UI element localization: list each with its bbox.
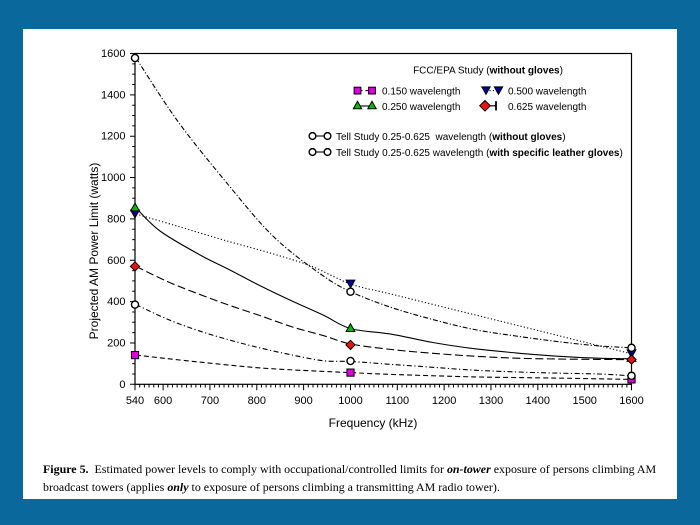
svg-text:1600: 1600 — [619, 395, 643, 407]
svg-text:1600: 1600 — [101, 48, 125, 60]
svg-text:600: 600 — [154, 395, 172, 407]
svg-text:1400: 1400 — [526, 395, 550, 407]
svg-text:Tell Study 0.25-0.625 wavelen: Tell Study 0.25-0.625 wavelength (withou… — [336, 132, 566, 143]
svg-text:1200: 1200 — [101, 131, 125, 143]
svg-text:Projected AM Power Limit (watt: Projected AM Power Limit (watts) — [87, 163, 101, 340]
svg-text:1200: 1200 — [432, 395, 456, 407]
svg-text:1000: 1000 — [338, 395, 362, 407]
svg-text:800: 800 — [107, 213, 125, 225]
svg-text:Frequency (kHz): Frequency (kHz) — [329, 416, 418, 430]
svg-text:1100: 1100 — [385, 395, 409, 407]
svg-text:0.150 wavelength: 0.150 wavelength — [382, 87, 460, 98]
svg-text:700: 700 — [201, 395, 219, 407]
svg-text:1300: 1300 — [479, 395, 503, 407]
svg-text:1000: 1000 — [101, 172, 125, 184]
svg-text:200: 200 — [107, 337, 125, 349]
svg-text:0: 0 — [119, 379, 125, 391]
svg-text:540: 540 — [126, 395, 144, 407]
svg-text:600: 600 — [107, 255, 125, 267]
svg-text:400: 400 — [107, 296, 125, 308]
svg-text:800: 800 — [248, 395, 266, 407]
svg-text:0.500 wavelength: 0.500 wavelength — [508, 87, 586, 98]
svg-text:Tell Study 0.25-0.625 waveleng: Tell Study 0.25-0.625 wavelength (with s… — [336, 148, 623, 159]
svg-text:FCC/EPA Study (without gloves): FCC/EPA Study (without gloves) — [413, 66, 563, 77]
svg-text:0.625 wavelength: 0.625 wavelength — [508, 102, 586, 113]
svg-text:1500: 1500 — [572, 395, 596, 407]
svg-text:1400: 1400 — [101, 89, 125, 101]
svg-text:900: 900 — [294, 395, 312, 407]
svg-text:0.250 wavelength: 0.250 wavelength — [382, 102, 460, 113]
